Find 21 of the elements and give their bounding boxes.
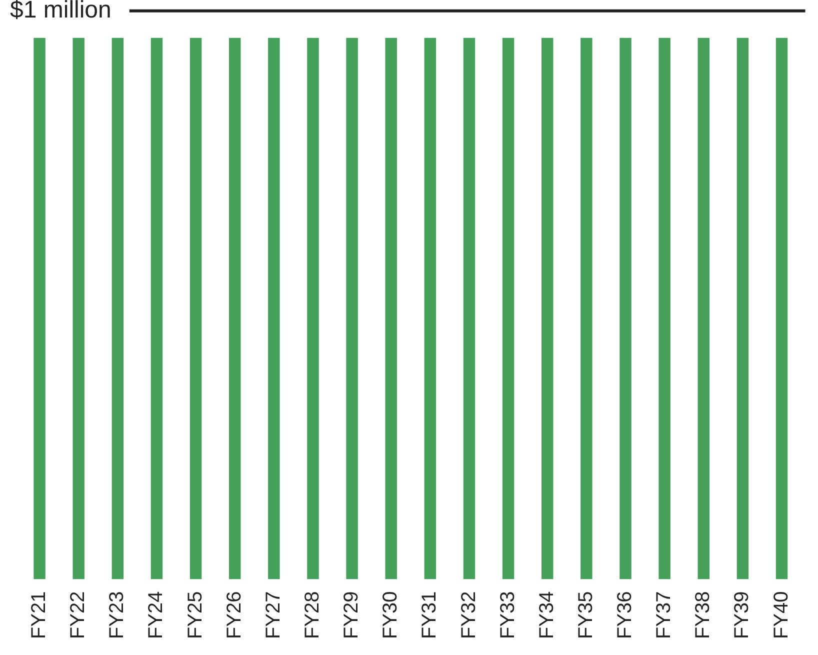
- x-tick-label: FY28: [301, 591, 324, 640]
- x-tick-label: FY27: [262, 591, 284, 640]
- x-tick-label: FY31: [418, 591, 441, 640]
- x-tick-label: FY38: [692, 591, 714, 640]
- ref-line-label: $1 million: [10, 0, 112, 24]
- x-tick-label: FY37: [653, 591, 676, 640]
- x-tick-label: FY21: [28, 591, 50, 640]
- x-tick-label: FY35: [574, 591, 597, 640]
- x-tick-label: FY33: [496, 591, 519, 640]
- x-tick-label: FY23: [106, 591, 128, 640]
- x-tick-label: FY26: [223, 591, 246, 640]
- x-tick-label: FY30: [380, 591, 402, 640]
- x-tick-label: FY39: [731, 591, 754, 640]
- x-tick-label: FY25: [184, 591, 206, 640]
- x-tick-label: FY36: [614, 591, 636, 640]
- x-tick-label: FY29: [340, 591, 363, 640]
- x-tick-label: FY40: [770, 591, 792, 640]
- x-tick-label: FY24: [145, 591, 168, 640]
- x-tick-label: FY32: [458, 591, 480, 640]
- x-tick-label: FY22: [67, 591, 90, 640]
- x-tick-label: FY34: [536, 591, 558, 640]
